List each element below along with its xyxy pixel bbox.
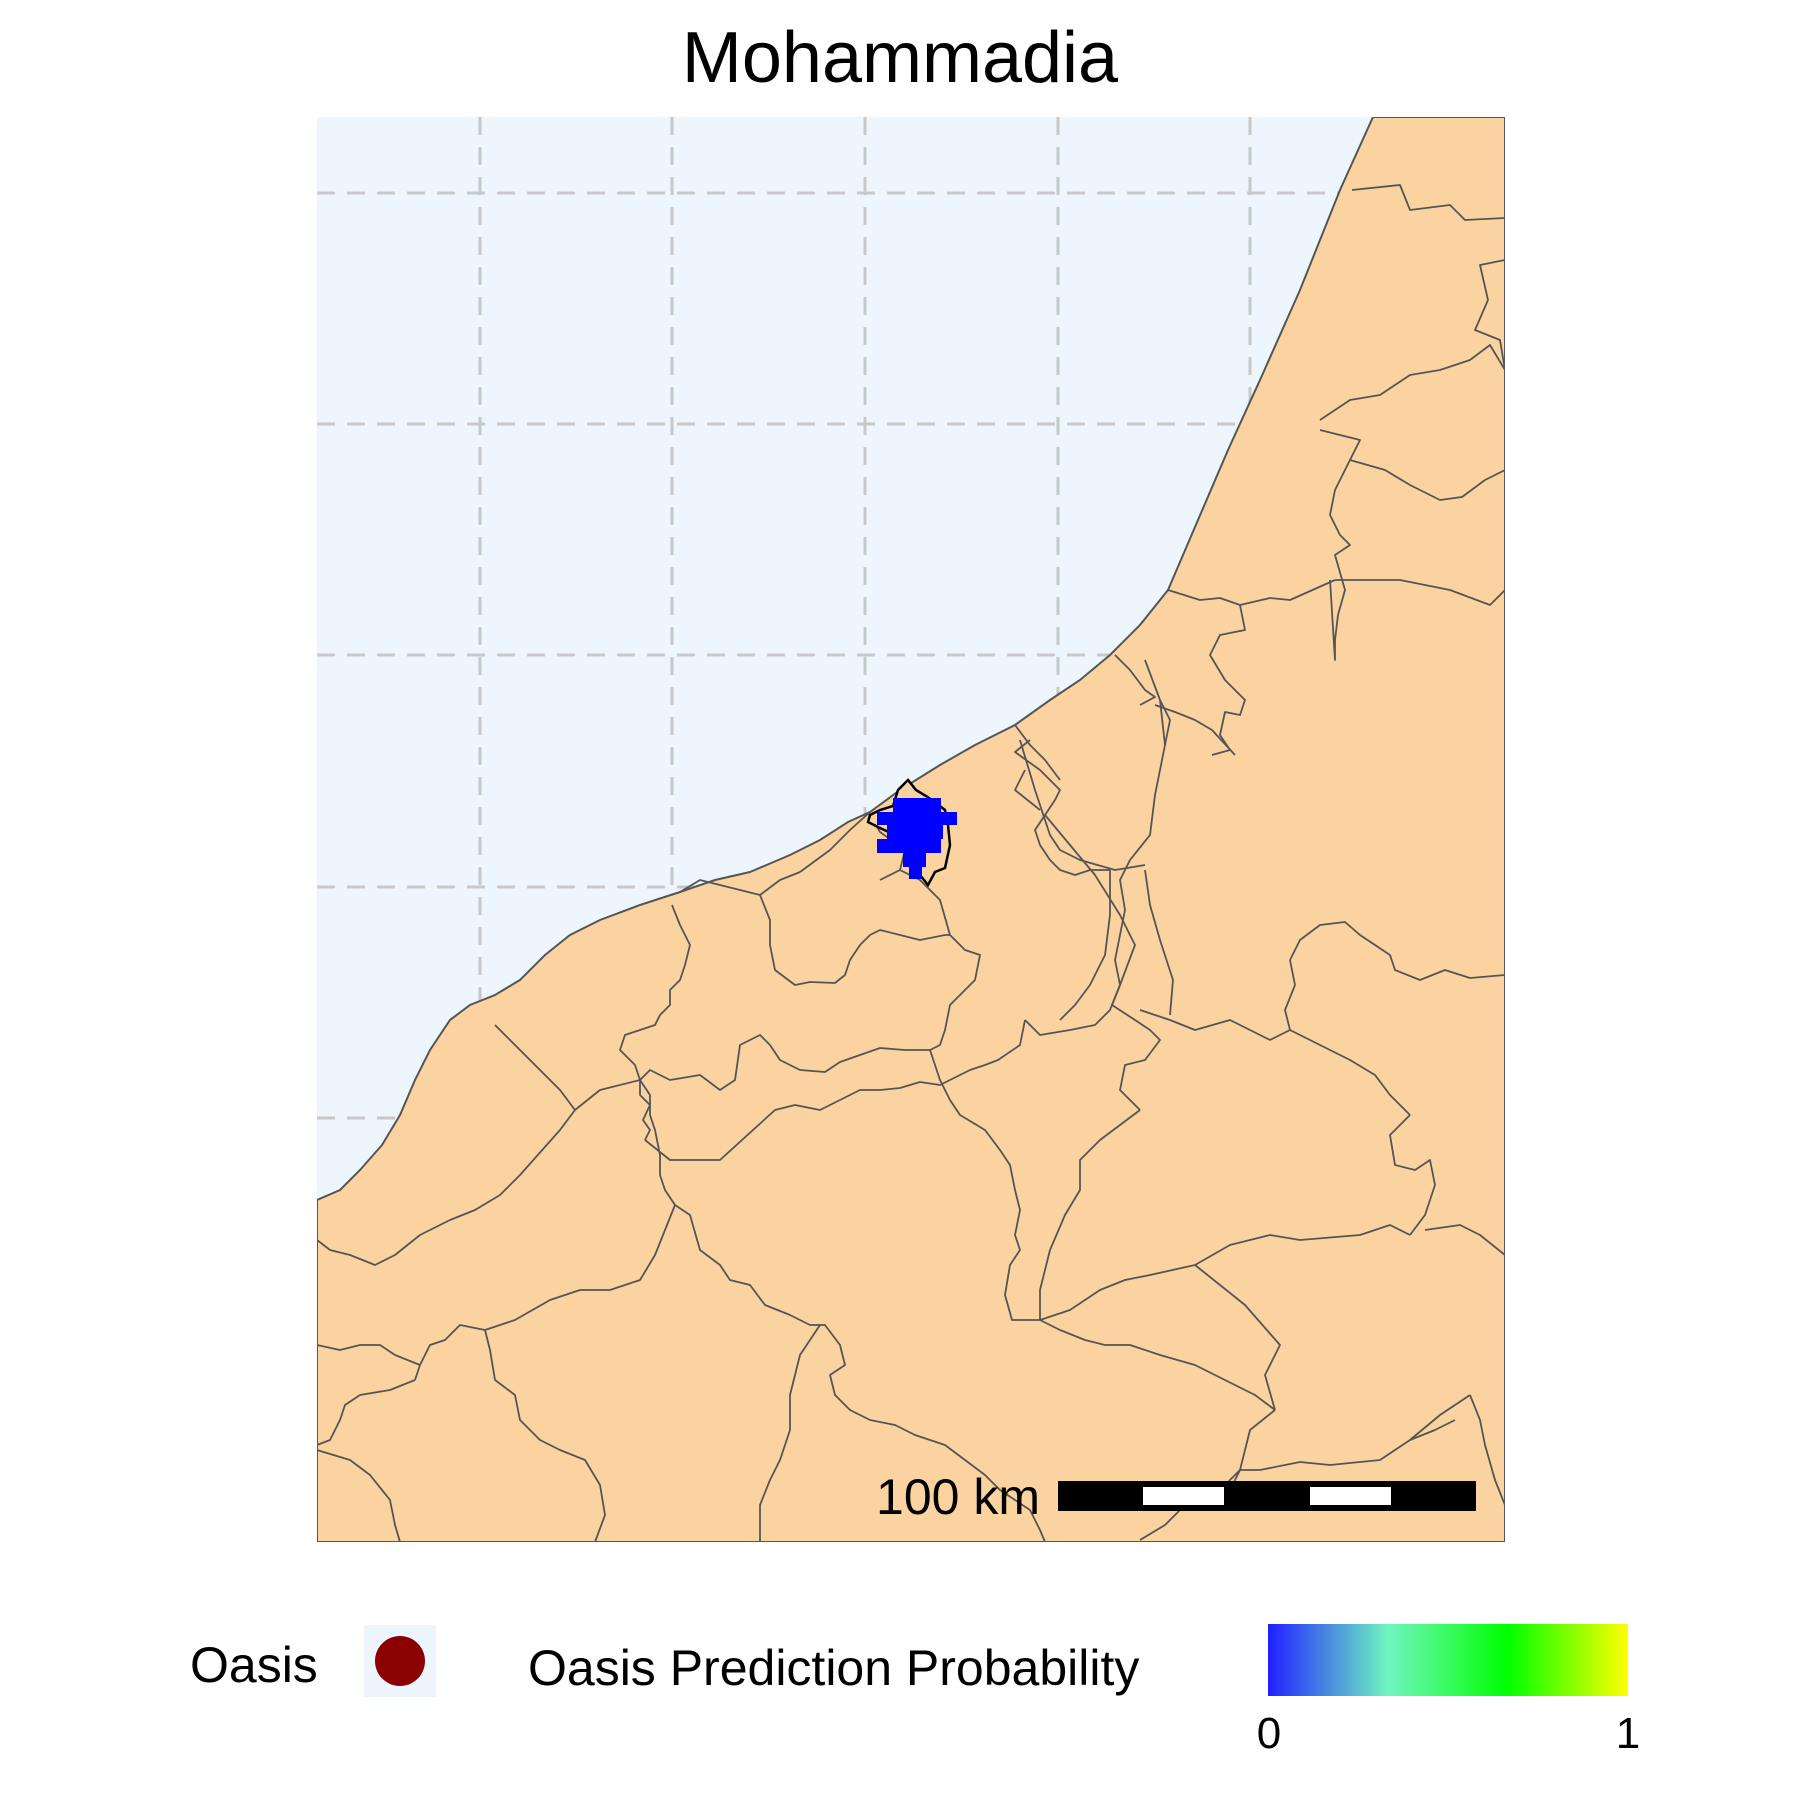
boundary-line	[1319, 344, 1505, 421]
boundary-line	[1014, 769, 1041, 811]
boundary-line	[1239, 579, 1336, 606]
prediction-cell	[909, 867, 922, 879]
colorbar-max-label: 1	[1615, 1709, 1641, 1758]
scale-bar	[1058, 1481, 1476, 1511]
boundary-line	[1059, 870, 1111, 1021]
boundary-line	[317, 1079, 641, 1266]
boundary-line	[1024, 984, 1121, 1036]
probability-colorbar	[1268, 1624, 1628, 1696]
boundary-line	[317, 1379, 416, 1446]
boundary-line	[1111, 659, 1166, 1006]
boundary-line	[639, 1079, 676, 1206]
prediction-cell	[887, 825, 943, 839]
legend-oasis-key	[364, 1625, 436, 1697]
boundary-line	[1019, 739, 1146, 871]
boundary-line	[317, 1344, 421, 1366]
boundary-line	[1039, 1109, 1141, 1320]
boundary-line	[639, 1034, 930, 1141]
boundary-line	[1194, 1264, 1281, 1411]
boundary-line	[1240, 1394, 1471, 1471]
boundary-line	[759, 871, 950, 986]
boundary-line	[674, 1204, 1031, 1511]
boundary-line	[1469, 1394, 1505, 1506]
boundary-line	[1424, 1224, 1505, 1256]
prediction-raster	[877, 798, 957, 879]
boundary-line	[1289, 921, 1505, 981]
boundary-line	[1409, 1419, 1456, 1441]
boundary-line	[1335, 579, 1505, 606]
boundary-line	[414, 1204, 676, 1381]
legend-oasis-label: Oasis	[190, 1637, 318, 1693]
boundary-line	[1114, 654, 1156, 706]
boundary-line	[1284, 959, 1296, 1031]
prediction-cell	[903, 853, 926, 867]
boundary-line	[679, 879, 761, 896]
boundary-line	[1154, 704, 1236, 756]
boundary-line	[1389, 1114, 1436, 1236]
boundary-line	[1289, 1029, 1411, 1116]
boundary-line	[1474, 259, 1505, 371]
map-title: Mohammadia	[681, 18, 1119, 98]
boundary-line	[759, 1324, 821, 1542]
boundary-line	[1144, 869, 1174, 1016]
prediction-cell	[877, 839, 941, 853]
boundary-line	[1167, 589, 1246, 756]
boundary-line	[1229, 1409, 1276, 1491]
oasis-point-icon	[375, 1636, 425, 1686]
boundary-line	[1329, 459, 1351, 661]
legend-probability-label: Oasis Prediction Probability	[528, 1640, 1140, 1696]
boundary-line	[1139, 1009, 1291, 1041]
scale-bar-label: 100 km	[876, 1469, 1040, 1525]
boundary-line	[1044, 814, 1136, 986]
boundary-line	[899, 869, 981, 1051]
boundary-line	[1111, 1004, 1161, 1111]
scale-bar-segment	[1310, 1487, 1391, 1505]
boundary-line	[1159, 699, 1171, 746]
scale-bar-outline	[1058, 1481, 1476, 1511]
boundary-line	[1039, 1319, 1276, 1411]
boundary-line	[1039, 1224, 1411, 1321]
boundary-line	[484, 1329, 606, 1542]
boundary-line	[1319, 429, 1505, 501]
scale-bar-segment	[1143, 1487, 1224, 1505]
boundary-line	[1351, 184, 1505, 221]
boundary-line	[619, 904, 691, 1081]
boundary-line	[317, 1449, 401, 1542]
boundary-line	[929, 1049, 1040, 1321]
boundary-line	[1014, 739, 1110, 876]
boundary-line	[1029, 1509, 1046, 1542]
prediction-cell	[893, 798, 941, 812]
boundary-line	[799, 811, 871, 873]
boundary-line	[644, 1019, 1026, 1161]
prediction-cell	[877, 812, 957, 825]
boundary-line	[494, 1024, 576, 1111]
boundary-line	[1014, 724, 1061, 781]
colorbar-min-label: 0	[1256, 1709, 1282, 1758]
